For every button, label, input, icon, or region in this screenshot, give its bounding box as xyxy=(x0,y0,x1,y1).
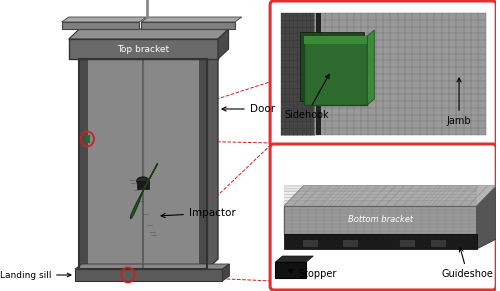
Bar xyxy=(300,32,364,101)
Polygon shape xyxy=(367,30,374,105)
Bar xyxy=(198,59,207,269)
Text: Stopper: Stopper xyxy=(288,269,337,279)
Polygon shape xyxy=(130,164,158,219)
Bar xyxy=(80,59,208,269)
Text: Landing sill: Landing sill xyxy=(0,271,71,279)
Text: Door: Door xyxy=(222,104,275,114)
Polygon shape xyxy=(208,49,218,269)
Bar xyxy=(75,269,223,281)
Polygon shape xyxy=(75,264,230,269)
Text: Sidehook: Sidehook xyxy=(284,74,329,120)
Bar xyxy=(141,22,235,29)
Bar xyxy=(304,36,367,44)
Polygon shape xyxy=(276,256,314,262)
Text: Impactor: Impactor xyxy=(161,208,236,218)
Polygon shape xyxy=(218,29,228,59)
Ellipse shape xyxy=(136,177,149,185)
Bar xyxy=(342,239,357,247)
Bar xyxy=(280,13,486,135)
Text: Top bracket: Top bracket xyxy=(118,45,170,54)
Bar xyxy=(302,239,318,247)
Text: Hanger plate: Hanger plate xyxy=(0,290,1,291)
Polygon shape xyxy=(284,186,496,206)
FancyBboxPatch shape xyxy=(270,144,496,290)
Text: Guideshoe: Guideshoe xyxy=(442,248,494,279)
Text: Bottom bracket: Bottom bracket xyxy=(348,216,413,224)
Polygon shape xyxy=(141,17,242,22)
Polygon shape xyxy=(476,186,496,249)
Polygon shape xyxy=(62,17,146,22)
Bar xyxy=(80,59,208,269)
Bar xyxy=(86,135,90,143)
Bar xyxy=(62,22,140,29)
Text: Jamb: Jamb xyxy=(446,78,471,126)
Polygon shape xyxy=(284,234,476,249)
Polygon shape xyxy=(68,29,228,39)
Bar xyxy=(316,13,322,135)
Bar xyxy=(304,36,367,105)
Bar xyxy=(430,239,446,247)
Bar xyxy=(68,39,218,59)
Polygon shape xyxy=(284,186,496,206)
Polygon shape xyxy=(284,206,476,234)
FancyBboxPatch shape xyxy=(270,1,496,147)
Bar xyxy=(276,262,306,278)
Bar xyxy=(399,239,415,247)
Bar xyxy=(80,59,88,269)
Bar xyxy=(280,13,314,135)
Polygon shape xyxy=(222,264,230,281)
Bar xyxy=(136,181,149,189)
